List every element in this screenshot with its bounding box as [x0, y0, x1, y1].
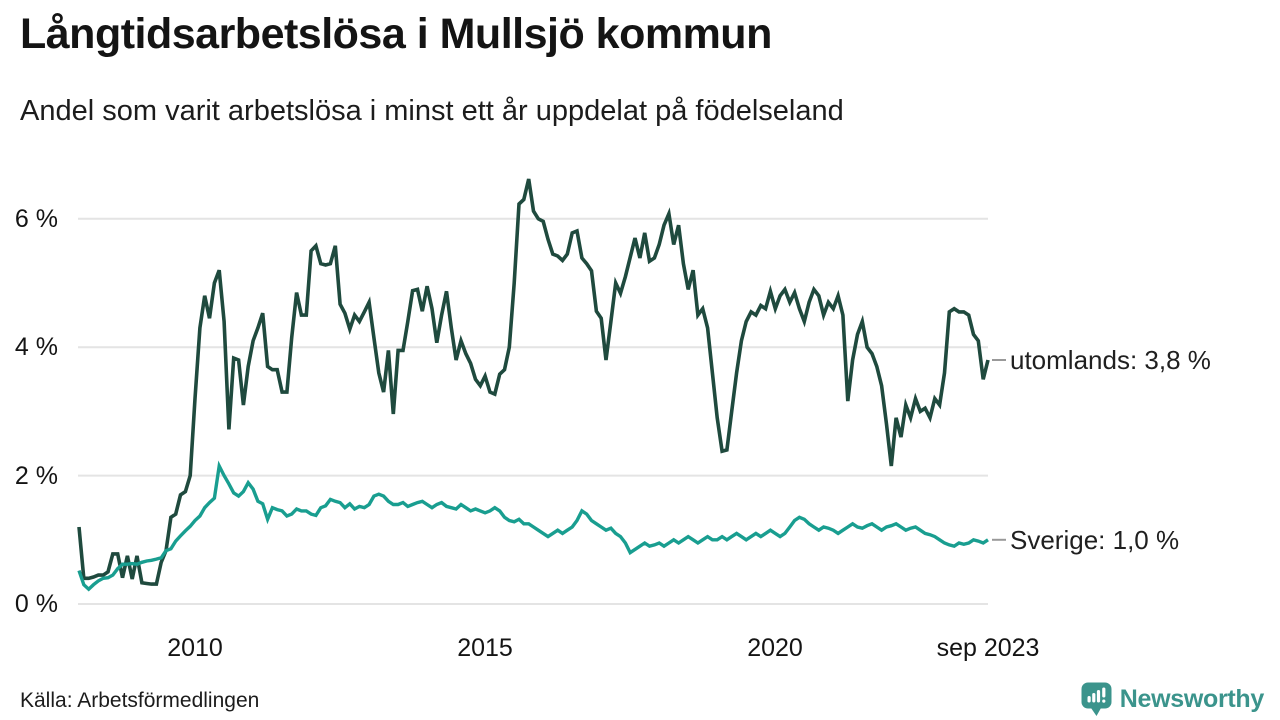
x-tick-label: 2015	[457, 634, 513, 662]
end-label-sverige: Sverige: 1,0 %	[1010, 525, 1180, 555]
source-note: Källa: Arbetsförmedlingen	[20, 689, 260, 712]
gridlines	[78, 217, 988, 605]
y-tick-label: 6 %	[14, 205, 58, 233]
y-tick-label: 4 %	[14, 333, 58, 361]
page-title: Långtidsarbetslösa i Mullsjö kommun	[20, 10, 772, 58]
y-tick-label: 2 %	[14, 462, 58, 490]
brand-name: Newsworthy	[1119, 685, 1265, 713]
series-line-utomlands	[77, 178, 990, 586]
series-line-sverige	[77, 460, 989, 592]
x-tick-label: 2010	[167, 634, 223, 662]
end-label-utomlands: utomlands: 3,8 %	[1010, 345, 1211, 375]
y-tick-label: 0 %	[14, 590, 58, 618]
x-tick-label: sep 2023	[936, 634, 1040, 662]
brand-logo: Newsworthy	[1081, 682, 1264, 717]
page-subtitle: Andel som varit arbetslösa i minst ett å…	[20, 95, 844, 127]
x-tick-label: 2020	[747, 634, 803, 662]
annotation-ticks	[992, 359, 1006, 541]
newsworthy-icon	[1081, 682, 1112, 716]
